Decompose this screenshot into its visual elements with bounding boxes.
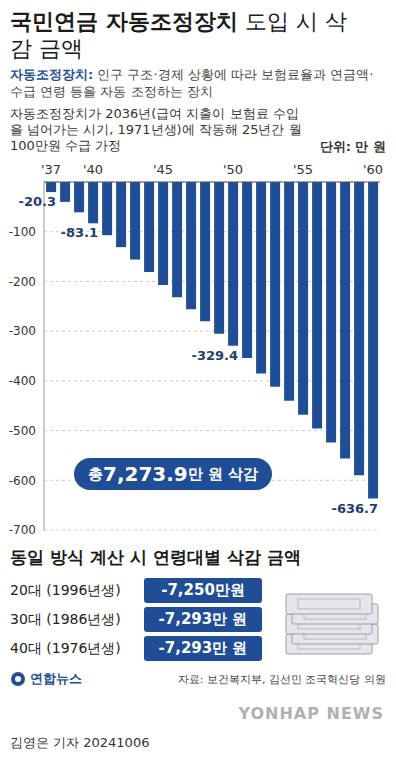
html-text:김영은 기자 20241006: 김영은 기자 20241006 [10,735,150,750]
svg-text:'40: '40 [83,162,103,177]
svg-text:-329.4: -329.4 [192,348,239,363]
svg-text:-83.1: -83.1 [61,225,98,240]
html-text:동일 방식 계산 시 연령대별 삭감 금액: 동일 방식 계산 시 연령대별 삭감 금액 [10,547,301,567]
svg-text:-200: -200 [9,275,36,289]
html-text:30대 (1986년생): 30대 (1986년생) [10,610,121,627]
html-text:-7,250만원: -7,250만원 [161,581,245,599]
html-text:40대 (1976년생): 40대 (1976년생) [10,639,121,656]
html-text:20대 (1996년생): 20대 (1996년생) [10,581,121,598]
svg-text:-500: -500 [9,424,36,438]
html-text:총7,273.9만 원 삭감: 총7,273.9만 원 삭감 [88,462,259,486]
svg-text:-300: -300 [9,324,36,338]
html-text:자료: 보건복지부, 김선민 조국혁신당 의원: 자료: 보건복지부, 김선민 조국혁신당 의원 [177,673,386,686]
html-text:-7,293만 원: -7,293만 원 [158,610,248,628]
html-text:YONHAP NEWS: YONHAP NEWS [238,704,384,723]
svg-text:'50: '50 [223,162,243,177]
html-text:국민연금 자동조정장치 도입 시 삭감 금액: 국민연금 자동조정장치 도입 시 삭감 금액 [10,9,348,61]
svg-text:'60: '60 [363,162,383,177]
svg-text:'45: '45 [153,162,173,177]
svg-text:-20.3: -20.3 [19,194,56,209]
html-text:-7,293만 원: -7,293만 원 [158,639,248,657]
html-text:단위: 만 원: 단위: 만 원 [319,139,386,154]
svg-text:-636.7: -636.7 [332,501,379,516]
svg-text:-600: -600 [9,474,36,488]
html-text:자동조정장치: 인구 구조·경제 상황에 따라 보험료율과: 자동조정장치: 인구 구조·경제 상황에 따라 보험료율과 연금액·수급 연령 … [10,67,374,99]
svg-text:'55: '55 [293,162,313,177]
html-text:연합뉴스: 연합뉴스 [30,671,82,686]
svg-text:'37: '37 [41,162,61,177]
html-text:자동조정장치가 2036년(급여 지출이 보험료 수입을 넘: 자동조정장치가 2036년(급여 지출이 보험료 수입을 넘어가는 시기, 19… [10,106,302,153]
svg-text:-100: -100 [9,225,36,239]
svg-text:-400: -400 [9,374,36,388]
svg-text:-700: -700 [9,523,36,537]
